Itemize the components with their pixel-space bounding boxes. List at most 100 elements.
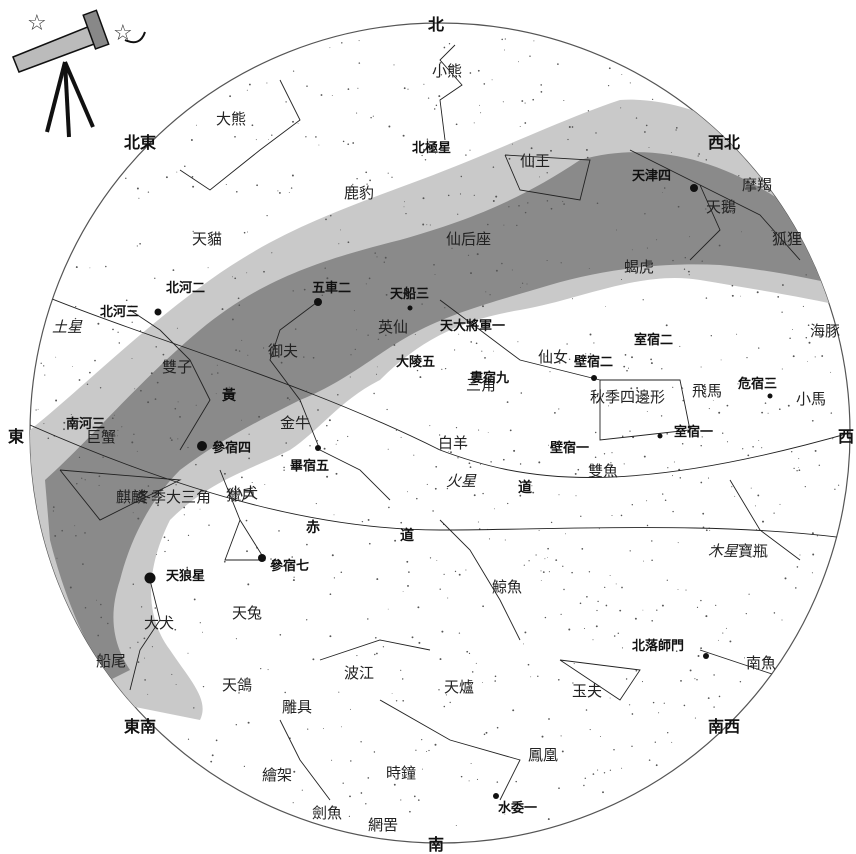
constellation-label-pegasus: 飛馬	[692, 382, 722, 400]
direction-southwest: 南西	[708, 717, 740, 736]
bright-star-label-hamal: 婁宿九	[470, 370, 509, 386]
bright-star-label-betelgeuse: 參宿四	[212, 440, 251, 456]
sparkle-star-icon: ☆	[27, 11, 47, 36]
bright-star-label-castor: 北河二	[166, 280, 205, 296]
constellation-label-puppis: 船尾	[96, 652, 126, 670]
bright-star-label-aldebaran: 畢宿五	[290, 458, 329, 474]
ecliptic-label-2: 道	[518, 479, 532, 496]
star-dot-achernar	[493, 793, 499, 799]
constellation-label-ursa-major: 大熊	[216, 110, 246, 128]
constellation-label-winter-triangle: 冬季大三角	[136, 488, 211, 506]
equator-label-1: 赤	[306, 520, 320, 536]
constellation-label-triangulum: 三角	[466, 376, 496, 394]
planet-mars: 火星	[446, 472, 477, 490]
constellation-label-auriga: 御夫	[268, 342, 298, 360]
star-dot-enif	[767, 393, 773, 399]
constellation-label-delphinus: 海豚	[810, 322, 840, 340]
constellation-lines	[59, 44, 821, 801]
constellation-label-pisces: 雙魚	[588, 462, 618, 480]
bright-star-label-almach: 天大將軍一	[440, 318, 505, 334]
direction-southeast: 東南	[124, 717, 156, 736]
star-dot-fomalhaut	[703, 653, 709, 659]
constellation-label-canis-minor: 小犬	[228, 484, 258, 502]
constellation-label-piscis-austrinus: 南魚	[746, 654, 776, 672]
bright-star-label-algol: 天船三	[390, 286, 429, 302]
planet-saturn: 土星	[52, 318, 83, 336]
faint-stars	[35, 38, 842, 826]
constellation-label-fornax: 天爐	[444, 678, 474, 696]
constellation-label-lacerta: 蝎虎	[624, 258, 654, 276]
star-dot-algol	[407, 305, 413, 311]
constellation-label-columba: 天鴿	[222, 676, 252, 694]
bright-star-label-mirfak: 大陵五	[396, 354, 435, 370]
direction-west: 西	[838, 427, 854, 446]
constellation-label-capricornus: 摩羯	[742, 176, 772, 194]
constellation-label-caelum: 雕具	[282, 698, 312, 716]
bright-star-label-achernar: 水委一	[498, 800, 537, 816]
bright-star-label-rigel: 參宿七	[270, 558, 309, 574]
constellation-label-aquarius: 寶瓶	[738, 542, 768, 560]
bright-star-label-enif: 危宿三	[738, 376, 777, 392]
milky-way-inner	[45, 152, 850, 680]
constellation-label-canis-major: 大犬	[144, 614, 174, 632]
star-dot-pollux	[154, 308, 162, 316]
bright-star-label-polaris: 北極星	[412, 140, 451, 156]
constellation-label-dorado: 劍魚	[312, 804, 342, 822]
constellation-label-gemini: 雙子	[162, 358, 192, 376]
constellation-label-cygnus: 天鵝	[706, 198, 736, 216]
star-dot-betelgeuse	[197, 441, 207, 451]
equator-label-2: 道	[400, 527, 414, 544]
constellation-label-autumn-square: 秋季四邊形	[590, 388, 665, 406]
direction-northwest: 西北	[708, 133, 740, 152]
bright-star-label-procyon: 南河三	[66, 416, 105, 432]
ecliptic-line	[30, 289, 850, 478]
constellation-label-lynx: 天貓	[192, 230, 222, 248]
constellation-label-aries: 白羊	[438, 434, 468, 452]
constellation-label-equuleus: 小馬	[796, 390, 826, 408]
bright-star-label-markab: 室宿一	[674, 424, 713, 440]
bright-star-label-algenib: 壁宿一	[550, 440, 589, 456]
star-dot-aldebaran	[315, 445, 321, 451]
constellation-label-camelopardalis: 鹿豹	[344, 184, 374, 202]
direction-north: 北	[428, 15, 444, 34]
constellation-label-andromeda: 仙女	[538, 348, 568, 366]
planet-jupiter: 木星	[708, 542, 739, 560]
star-dot-deneb	[690, 184, 698, 192]
constellation-label-cancer: 巨蟹	[86, 428, 116, 446]
constellation-label-lepus: 天兔	[232, 604, 262, 622]
bright-star-label-alpheratz: 壁宿二	[574, 354, 613, 370]
constellation-label-horologium: 時鐘	[386, 764, 416, 782]
ecliptic-label-1: 黃	[221, 387, 236, 404]
direction-east: 東	[8, 427, 24, 446]
star-dot-sirius	[144, 572, 156, 584]
constellation-label-ursa-minor: 小熊	[432, 62, 462, 80]
sparkle-star-icon: ☆	[113, 21, 133, 46]
constellation-label-taurus: 金牛	[280, 414, 310, 432]
bright-star-label-sirius: 天狼星	[166, 568, 205, 584]
constellation-label-cepheus: 仙王	[520, 152, 550, 170]
constellation-label-orion: 獵戶	[226, 486, 256, 504]
bright-star-label-fomalhaut: 北落師門	[632, 638, 684, 654]
bright-star-label-pollux: 北河三	[100, 304, 139, 320]
direction-south: 南	[428, 835, 444, 854]
constellation-label-sculptor: 玉夫	[572, 682, 602, 700]
bright-star-label-scheat: 室宿二	[634, 332, 673, 348]
telescope-icon: ☆ ☆	[12, 9, 146, 138]
direction-northeast: 北東	[124, 133, 156, 152]
constellation-label-monoceros: 麒麟	[116, 488, 146, 506]
constellation-label-reticulum: 網罟	[368, 816, 398, 834]
constellation-label-perseus: 英仙	[378, 318, 408, 336]
star-dot-capella	[314, 298, 322, 306]
bright-star-label-deneb: 天津四	[632, 168, 671, 184]
star-dot-markab	[657, 433, 663, 439]
constellation-label-phoenix: 鳳凰	[528, 746, 558, 764]
constellation-label-vulpecula: 狐狸	[772, 230, 802, 248]
bright-star-label-capella: 五車二	[312, 280, 351, 296]
constellation-label-pictor: 繪架	[262, 766, 292, 784]
star-dot-alpheratz	[591, 375, 597, 381]
equator-line	[30, 424, 850, 541]
constellation-label-cassiopeia: 仙后座	[446, 230, 491, 248]
constellation-label-eridanus: 波江	[344, 664, 374, 682]
star-dot-rigel	[258, 554, 266, 562]
